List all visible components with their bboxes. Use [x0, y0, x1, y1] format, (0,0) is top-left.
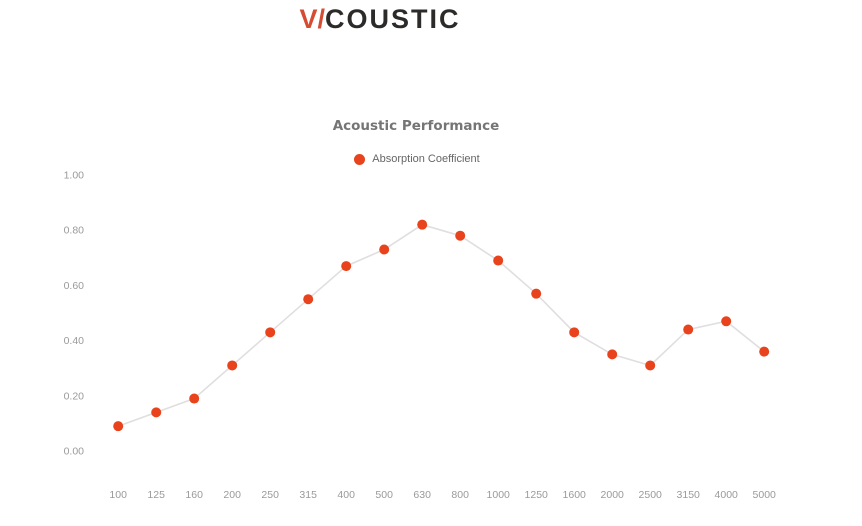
- data-point[interactable]: [569, 327, 580, 338]
- series-line: [117, 223, 765, 427]
- x-axis-tick-label: 100: [109, 489, 127, 501]
- x-axis-tick-label: 1600: [563, 489, 587, 501]
- data-point[interactable]: [379, 244, 390, 255]
- x-axis-tick-label: 250: [261, 489, 279, 501]
- x-axis-tick-label: 1000: [487, 489, 511, 501]
- x-axis-tick-label: 400: [337, 489, 355, 501]
- data-point[interactable]: [151, 407, 162, 418]
- y-axis-tick-label: 0.20: [64, 390, 85, 402]
- data-point[interactable]: [531, 288, 542, 299]
- data-point[interactable]: [645, 360, 656, 371]
- x-axis-tick-label: 630: [413, 489, 431, 501]
- data-point[interactable]: [303, 294, 314, 305]
- logo-vi-mark: V/: [299, 4, 325, 34]
- x-axis-tick-label: 125: [147, 489, 165, 501]
- x-axis-tick-label: 1250: [525, 489, 549, 501]
- data-point[interactable]: [493, 255, 504, 266]
- data-point[interactable]: [189, 393, 200, 404]
- x-axis-tick-label: 4000: [715, 489, 739, 501]
- y-axis-tick-label: 0.40: [64, 335, 85, 347]
- x-axis-tick-label: 160: [185, 489, 203, 501]
- data-point[interactable]: [265, 327, 276, 338]
- x-axis-tick-label: 5000: [753, 489, 777, 501]
- data-point[interactable]: [227, 360, 238, 371]
- y-axis-tick-label: 1.00: [64, 170, 85, 182]
- x-axis-tick-label: 315: [299, 489, 317, 501]
- chart-title: Acoustic Performance: [332, 118, 500, 134]
- x-axis-tick-label: 200: [223, 489, 241, 501]
- x-axis-tick-label: 500: [375, 489, 393, 501]
- data-point[interactable]: [759, 346, 770, 357]
- logo: V/COUSTIC: [0, 4, 811, 34]
- y-axis-tick-label: 0.60: [64, 280, 85, 292]
- data-point[interactable]: [113, 421, 124, 432]
- data-point[interactable]: [721, 316, 732, 327]
- x-axis-tick-label: 3150: [677, 489, 701, 501]
- data-point[interactable]: [607, 349, 618, 360]
- data-point[interactable]: [341, 261, 352, 272]
- x-axis-tick-label: 800: [451, 489, 469, 501]
- y-axis-tick-label: 0.00: [64, 446, 85, 458]
- data-point[interactable]: [417, 219, 428, 230]
- legend-label: Absorption Coefficient: [372, 153, 480, 165]
- data-point[interactable]: [683, 324, 694, 335]
- chart-legend: Absorption Coefficient: [0, 153, 848, 166]
- logo-wordmark: COUSTIC: [325, 4, 461, 34]
- x-axis-tick-label: 2500: [639, 489, 663, 501]
- y-axis-tick-label: 0.80: [64, 225, 85, 237]
- legend-marker-icon: [354, 154, 366, 165]
- data-point[interactable]: [455, 230, 466, 241]
- x-axis-tick-label: 2000: [601, 489, 625, 501]
